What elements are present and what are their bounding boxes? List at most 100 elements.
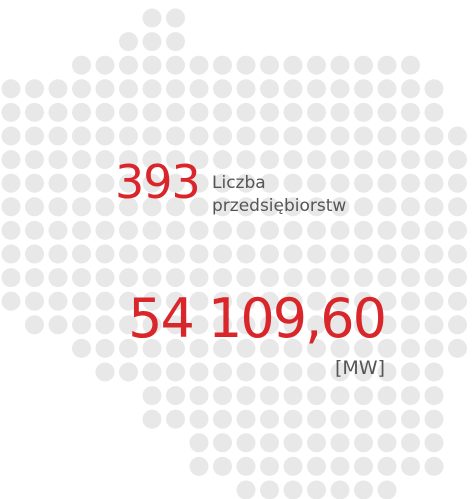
map-dot bbox=[25, 220, 44, 240]
map-dot bbox=[25, 268, 44, 288]
map-dot bbox=[166, 291, 185, 311]
map-dot bbox=[119, 315, 138, 335]
map-dot bbox=[236, 268, 256, 288]
map-dot bbox=[119, 102, 138, 122]
map-dot bbox=[307, 386, 326, 406]
map-dot bbox=[260, 386, 279, 406]
map-dot bbox=[189, 386, 209, 406]
map-dot bbox=[189, 55, 209, 75]
map-dot bbox=[1, 197, 21, 217]
map-dot bbox=[213, 456, 232, 476]
map-dot bbox=[260, 315, 279, 335]
map-dot bbox=[236, 386, 256, 406]
map-dot bbox=[236, 315, 256, 335]
map-dot bbox=[189, 315, 209, 335]
map-dot bbox=[189, 102, 209, 122]
map-dot bbox=[354, 220, 373, 240]
map-dot bbox=[330, 173, 350, 193]
map-dot bbox=[260, 197, 279, 217]
map-dot bbox=[166, 79, 185, 99]
map-dot bbox=[330, 338, 350, 358]
map-dot bbox=[401, 79, 420, 99]
map-dot bbox=[1, 102, 21, 122]
stat-value: 54 109,60 bbox=[128, 287, 385, 350]
map-dot bbox=[330, 291, 350, 311]
map-dot bbox=[330, 55, 350, 75]
map-dot bbox=[213, 102, 232, 122]
map-dot bbox=[166, 338, 185, 358]
map-dot bbox=[48, 126, 68, 146]
map-dot bbox=[401, 197, 420, 217]
map-dot bbox=[1, 244, 21, 264]
stat-label: Liczba bbox=[212, 173, 266, 193]
map-dot bbox=[25, 126, 44, 146]
map-dot bbox=[119, 173, 138, 193]
map-dot bbox=[213, 433, 232, 453]
map-dot bbox=[283, 102, 303, 122]
map-dot bbox=[213, 315, 232, 335]
map-dot bbox=[448, 220, 467, 240]
map-dot bbox=[283, 480, 303, 499]
map-dot bbox=[236, 409, 256, 429]
map-dot bbox=[424, 220, 444, 240]
map-dot bbox=[95, 79, 115, 99]
map-dot bbox=[377, 362, 397, 382]
map-dot bbox=[213, 150, 232, 170]
map-dot bbox=[236, 102, 256, 122]
map-dot bbox=[283, 126, 303, 146]
map-dot bbox=[25, 102, 44, 122]
map-dot bbox=[72, 268, 91, 288]
map-dot bbox=[260, 409, 279, 429]
map-dot bbox=[142, 173, 162, 193]
map-dot bbox=[119, 362, 138, 382]
map-dot bbox=[330, 409, 350, 429]
map-dot bbox=[48, 244, 68, 264]
map-dot bbox=[189, 433, 209, 453]
map-dot bbox=[354, 362, 373, 382]
map-dot bbox=[354, 338, 373, 358]
map-dot bbox=[25, 197, 44, 217]
map-dot bbox=[72, 315, 91, 335]
map-dot bbox=[307, 244, 326, 264]
map-dot bbox=[260, 102, 279, 122]
map-dot bbox=[260, 220, 279, 240]
map-dot bbox=[189, 220, 209, 240]
map-dot bbox=[448, 126, 467, 146]
map-dot bbox=[330, 150, 350, 170]
map-dot bbox=[1, 79, 21, 99]
map-dot bbox=[189, 456, 209, 476]
map-dot bbox=[142, 386, 162, 406]
map-dot bbox=[95, 150, 115, 170]
map-dot bbox=[401, 433, 420, 453]
map-dot bbox=[166, 32, 185, 52]
map-dot bbox=[213, 244, 232, 264]
map-dot bbox=[354, 244, 373, 264]
map-dot bbox=[166, 126, 185, 146]
map-dot bbox=[166, 55, 185, 75]
map-dot bbox=[142, 197, 162, 217]
map-dot bbox=[260, 480, 279, 499]
map-dot bbox=[354, 456, 373, 476]
map-dot bbox=[119, 338, 138, 358]
map-dot bbox=[1, 150, 21, 170]
map-dot bbox=[424, 291, 444, 311]
map-dot bbox=[330, 315, 350, 335]
map-dot bbox=[424, 362, 444, 382]
map-dot bbox=[354, 386, 373, 406]
map-dot bbox=[119, 150, 138, 170]
map-dot bbox=[330, 456, 350, 476]
map-dot bbox=[213, 126, 232, 146]
map-dot bbox=[72, 150, 91, 170]
map-dot bbox=[213, 386, 232, 406]
map-dot bbox=[48, 197, 68, 217]
map-dot bbox=[142, 8, 162, 28]
map-dot bbox=[377, 173, 397, 193]
map-dot bbox=[448, 150, 467, 170]
map-dot bbox=[166, 244, 185, 264]
map-dot bbox=[401, 102, 420, 122]
map-dot bbox=[448, 268, 467, 288]
map-dot bbox=[377, 480, 397, 499]
map-dot bbox=[260, 173, 279, 193]
map-dot bbox=[1, 220, 21, 240]
